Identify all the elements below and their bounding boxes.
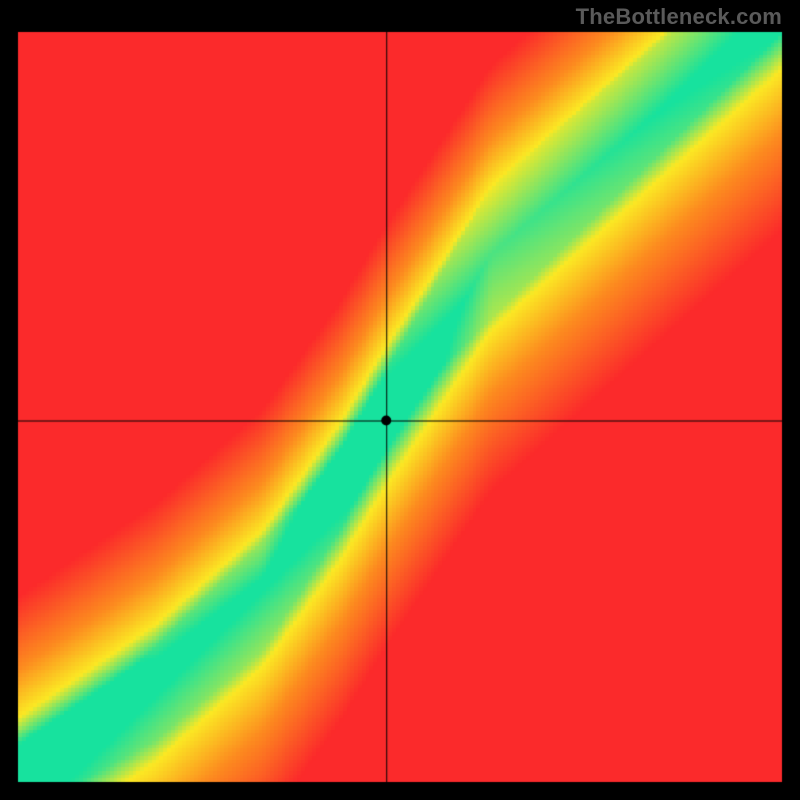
watermark-label: TheBottleneck.com — [576, 4, 782, 30]
bottleneck-heatmap — [0, 0, 800, 800]
chart-container: TheBottleneck.com — [0, 0, 800, 800]
